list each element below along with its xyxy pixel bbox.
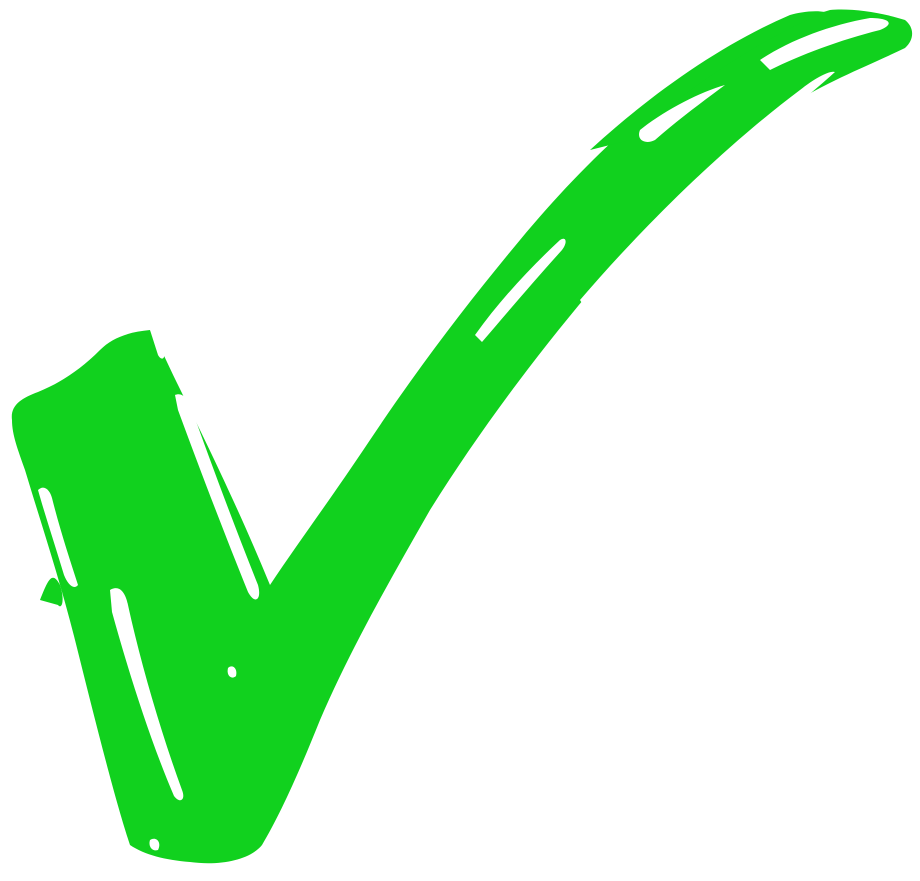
- brush-streak-3: [175, 394, 260, 600]
- brush-streak-4: [150, 329, 165, 359]
- brush-speck-1: [227, 666, 237, 678]
- brush-streak-2: [38, 487, 78, 587]
- brush-speck-2: [149, 838, 160, 851]
- brush-streak-6: [580, 71, 835, 308]
- brush-streak-5: [475, 238, 566, 342]
- brush-streak-8: [760, 18, 889, 70]
- brush-streak-7: [639, 85, 725, 142]
- brush-edge-left: [40, 577, 63, 607]
- brush-edge-top: [590, 11, 825, 150]
- brush-streak-1: [110, 588, 184, 801]
- check-mark-stroke: [11, 9, 913, 864]
